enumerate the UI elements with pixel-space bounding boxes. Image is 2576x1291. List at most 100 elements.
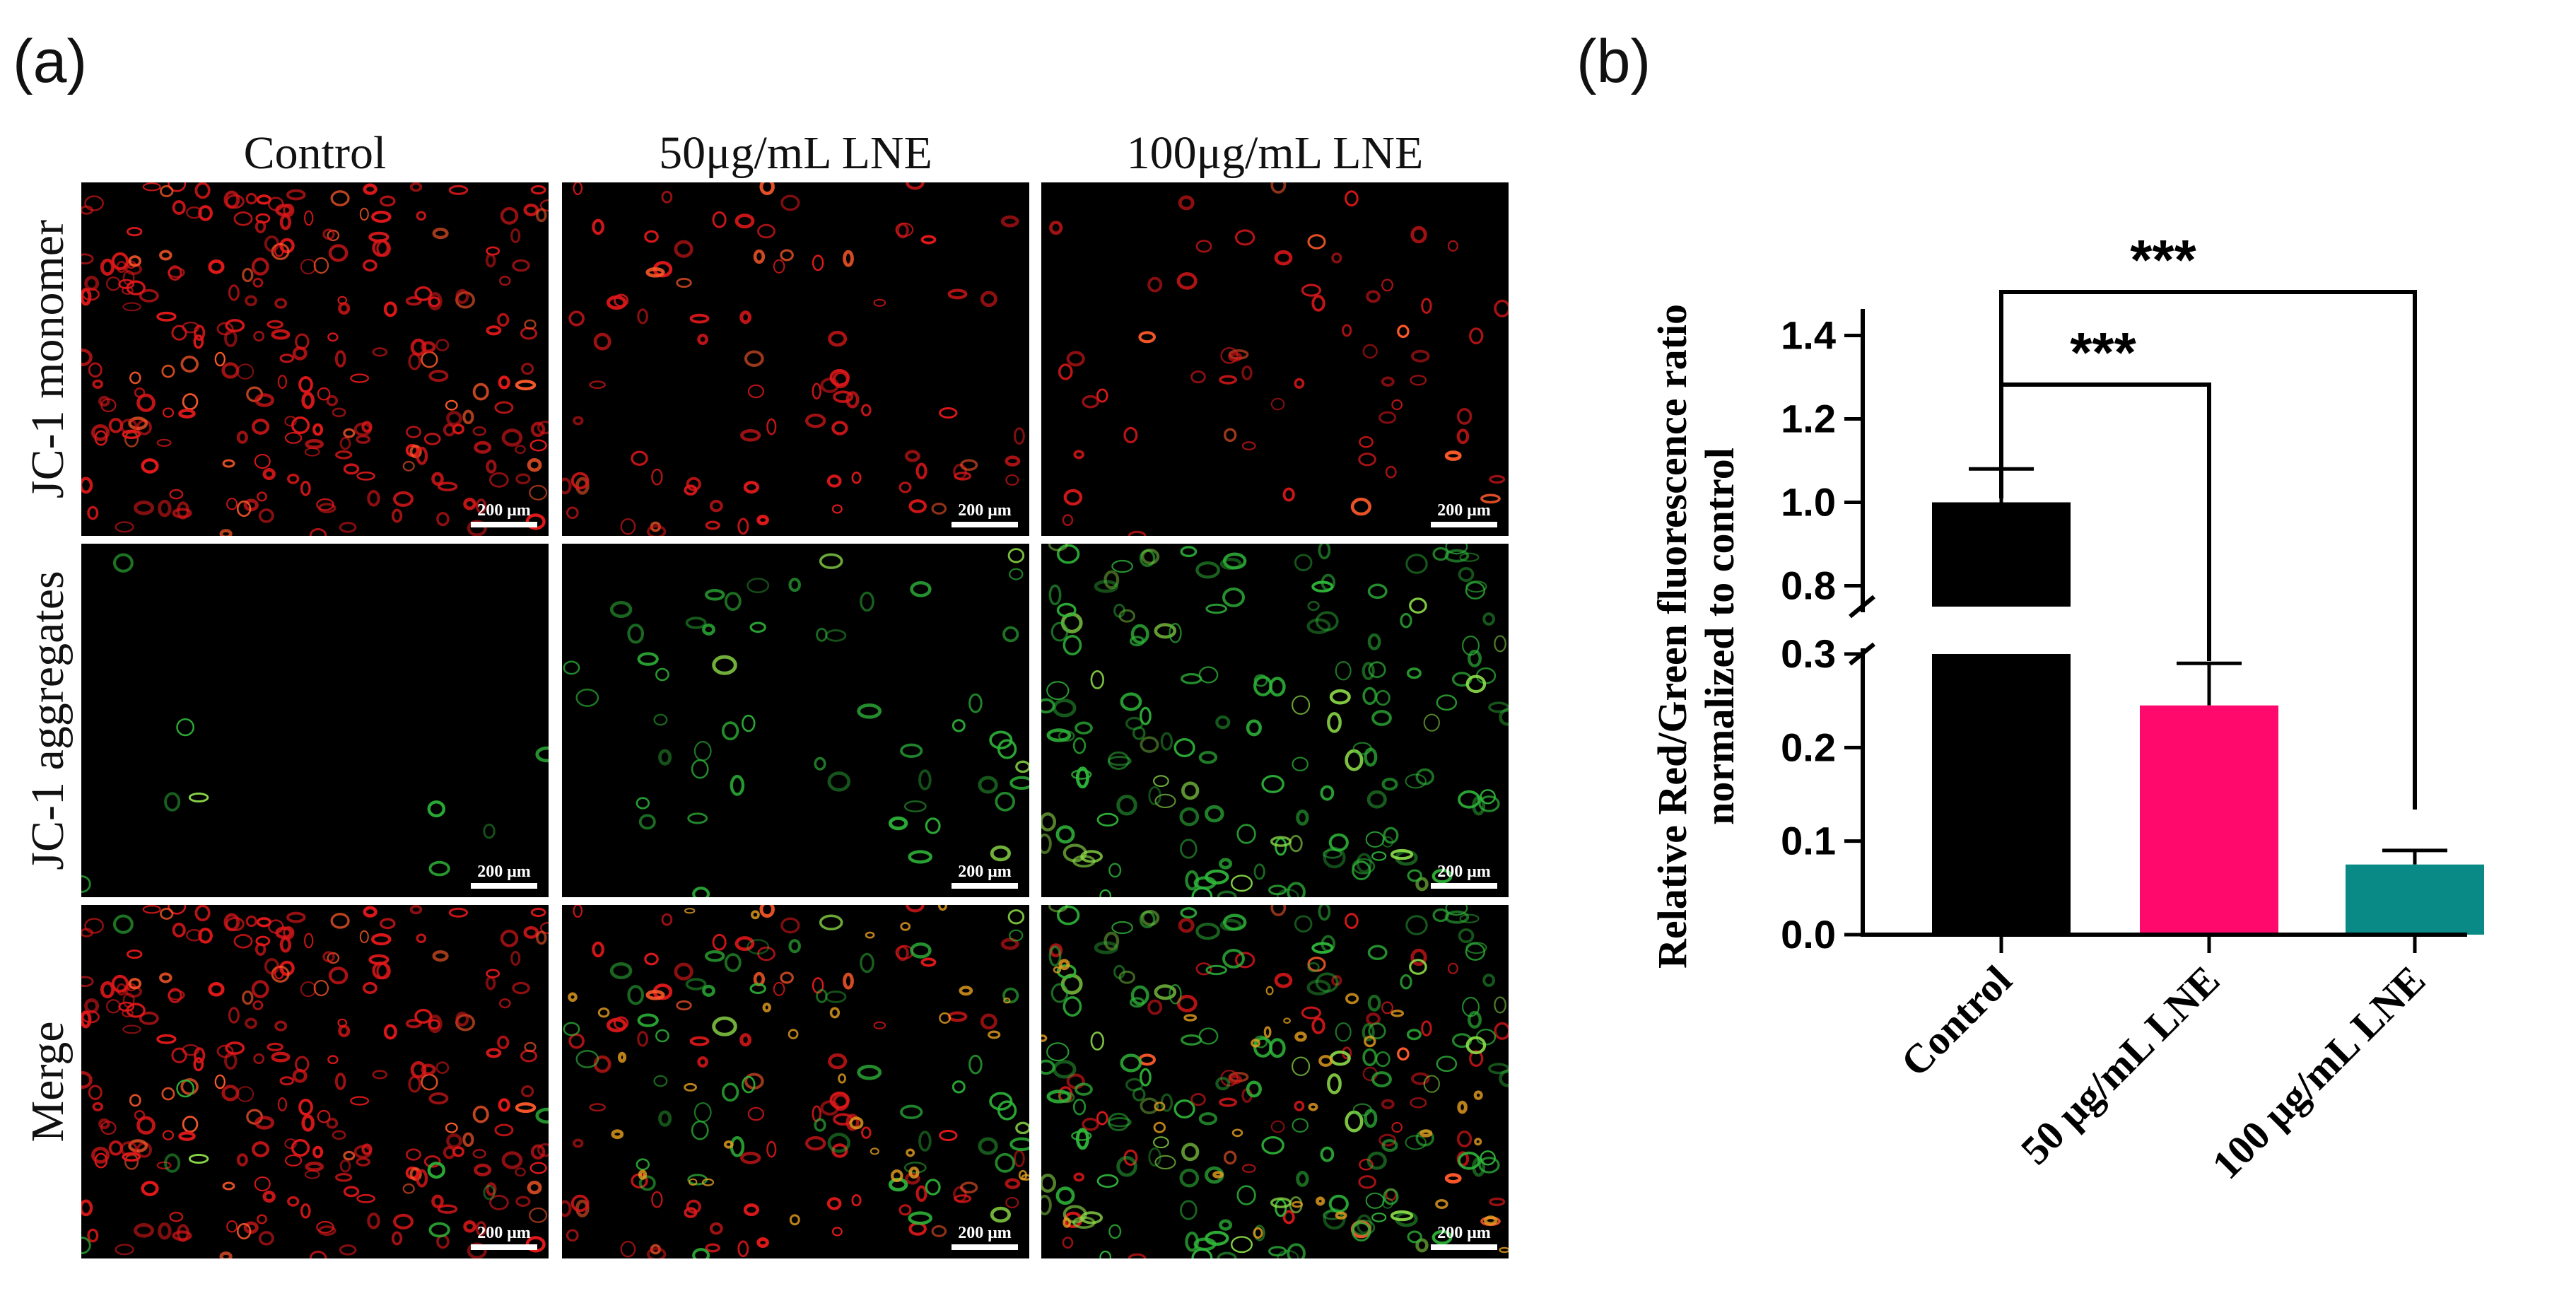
- cell: [1385, 465, 1397, 479]
- cell: [339, 1244, 357, 1256]
- cell: [122, 429, 141, 439]
- cell: [254, 454, 271, 469]
- cell: [860, 952, 874, 974]
- cell: [141, 1181, 159, 1196]
- cell: [1154, 984, 1177, 1000]
- cell: [904, 450, 920, 462]
- cell: [759, 182, 775, 196]
- cell: [636, 797, 650, 810]
- cell: [915, 462, 927, 479]
- cell: [1066, 351, 1085, 367]
- cell: [1421, 298, 1432, 314]
- cell: [709, 1222, 723, 1235]
- cell: [539, 199, 549, 212]
- category-label: Control: [1892, 957, 2020, 1085]
- cell: [1283, 1017, 1291, 1024]
- cell: [494, 1123, 514, 1137]
- cell: [371, 933, 392, 946]
- cell: [1447, 240, 1458, 252]
- cell: [529, 439, 547, 452]
- cell: [573, 416, 584, 426]
- cell: [1058, 959, 1070, 971]
- cell: [236, 431, 248, 444]
- cell: [712, 655, 737, 675]
- cell: [828, 1053, 848, 1070]
- cell: [327, 332, 339, 342]
- cell: [1181, 1143, 1200, 1162]
- cell: [316, 498, 334, 511]
- cell: [134, 1223, 154, 1238]
- micrograph: 200 μm: [1041, 182, 1509, 536]
- cell: [566, 1229, 579, 1242]
- cell: [1153, 775, 1169, 788]
- cell: [391, 1231, 403, 1246]
- cell: [1494, 299, 1509, 317]
- cell: [978, 1137, 998, 1155]
- cell: [194, 1047, 206, 1064]
- cell: [1195, 923, 1220, 940]
- column-header: 50μg/mL LNE: [659, 127, 932, 179]
- cell: [1160, 732, 1173, 751]
- cell: [1005, 1196, 1019, 1208]
- cell: [1378, 411, 1397, 424]
- cell: [515, 1196, 531, 1208]
- cell: [334, 1073, 346, 1090]
- cell: [1111, 921, 1133, 935]
- cell: [317, 1109, 331, 1123]
- cell: [1423, 1075, 1440, 1093]
- cell: [865, 931, 875, 939]
- y-tick-label: 1.2: [1781, 397, 1836, 441]
- cell: [1458, 790, 1481, 809]
- cells: [1049, 182, 1509, 536]
- cell: [292, 1068, 308, 1083]
- cell: [448, 907, 469, 918]
- cell: [1234, 952, 1255, 969]
- cell: [734, 936, 755, 952]
- cell: [1205, 603, 1227, 614]
- cell: [1198, 666, 1219, 684]
- cell: [445, 1122, 458, 1133]
- scale-bar: 200 μm: [1431, 501, 1497, 527]
- cell: [193, 334, 204, 349]
- cell: [98, 1118, 110, 1130]
- cell: [335, 1172, 353, 1182]
- cell: [1139, 549, 1156, 567]
- cell: [172, 508, 192, 519]
- cell: [1359, 1158, 1374, 1171]
- cell: [1075, 1128, 1089, 1150]
- cell: [1139, 911, 1156, 928]
- cell: [890, 1169, 903, 1183]
- cell: [1321, 573, 1336, 592]
- cell: [1405, 554, 1428, 574]
- cell: [416, 933, 426, 943]
- cell: [112, 553, 134, 573]
- cell: [252, 419, 270, 435]
- cell: [368, 231, 390, 243]
- cell: [216, 322, 234, 336]
- cell: [1000, 937, 1019, 950]
- cell: [383, 301, 397, 317]
- cell: [1041, 698, 1055, 714]
- cell: [431, 472, 444, 486]
- cell: [472, 1149, 486, 1159]
- cell: [606, 295, 627, 310]
- cell: [780, 971, 794, 984]
- cell: [968, 1054, 983, 1075]
- cell: [81, 253, 94, 265]
- y-tick-label: 0.3: [1781, 631, 1836, 676]
- cell: [1489, 474, 1506, 484]
- cell: [653, 1075, 668, 1087]
- cell: [1499, 1069, 1509, 1087]
- cell: [515, 1167, 526, 1177]
- cell: [724, 953, 742, 973]
- cell: [111, 974, 129, 993]
- cell: [316, 1220, 334, 1234]
- cell: [1181, 1034, 1202, 1046]
- cells: [81, 182, 549, 536]
- cell: [568, 310, 585, 327]
- cell: [176, 1080, 194, 1098]
- cell: [712, 211, 727, 228]
- cell: [264, 235, 280, 252]
- cell: [1099, 1250, 1112, 1258]
- cell: [1335, 1022, 1352, 1042]
